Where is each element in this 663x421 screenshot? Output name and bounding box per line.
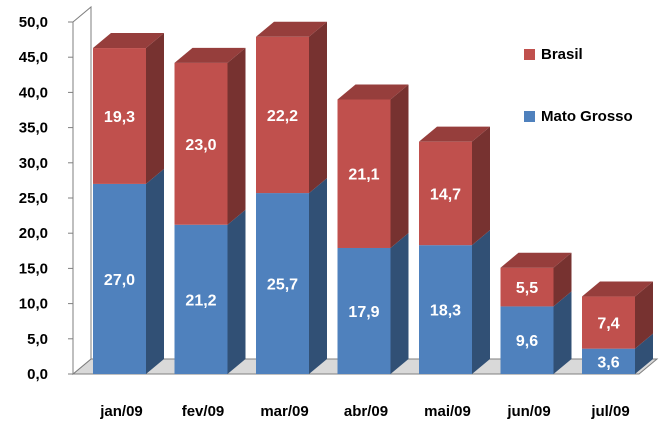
bar-segment-mato-grosso <box>337 232 409 374</box>
x-tick-label: jun/09 <box>506 403 550 420</box>
bar-top-face <box>582 281 653 297</box>
bar-front-face <box>500 267 554 307</box>
bar-top-face <box>93 33 164 49</box>
bar-segment-mato-grosso <box>582 333 653 374</box>
bar-segment-brasil <box>93 33 164 184</box>
data-label: 21,1 <box>348 167 379 184</box>
bar-top-face <box>419 126 490 142</box>
bar-side-face <box>472 126 490 246</box>
bar-front-face <box>419 141 472 246</box>
y-tick-label: 25,0 <box>19 190 48 207</box>
legend-label: Mato Grosso <box>541 108 633 125</box>
x-tick-label: mar/09 <box>260 403 308 420</box>
y-tick-label: 30,0 <box>19 155 48 172</box>
bar-top-face <box>174 47 246 63</box>
bar-side-face <box>390 232 409 374</box>
data-label: 23,0 <box>185 137 216 154</box>
bar-top-face <box>500 252 572 268</box>
legend-item: Brasil <box>524 46 583 63</box>
bar-side-face <box>635 333 653 374</box>
y-tick-label: 10,0 <box>19 296 48 313</box>
bar-side-face <box>553 291 572 374</box>
data-label: 27,0 <box>104 272 135 289</box>
data-label: 19,3 <box>104 109 135 126</box>
bar-side-face <box>309 21 327 194</box>
data-label: 9,6 <box>516 333 538 350</box>
y-tick-label: 5,0 <box>27 331 48 348</box>
x-axis: jan/09 fev/09 mar/09 abr/09 mai/09 jun/09 jul/… <box>73 373 639 420</box>
bar-side-face <box>635 281 653 349</box>
bar-front-face <box>174 62 228 225</box>
bar-segment-brasil <box>582 281 653 349</box>
x-tick-label: jan/09 <box>99 403 143 420</box>
legend-item: Mato Grosso <box>524 108 633 125</box>
x-tick-label: abr/09 <box>344 403 388 420</box>
bar-side-face <box>146 33 164 184</box>
bar-side-face <box>309 178 327 374</box>
y-tick-label: 45,0 <box>19 49 48 66</box>
bar-top-face <box>256 21 327 37</box>
bar-segment-brasil <box>419 126 490 246</box>
bar-side-face <box>227 47 246 225</box>
bar-front-face <box>500 306 554 374</box>
data-label: 22,2 <box>267 108 298 125</box>
y-tick-label: 0,0 <box>27 366 48 383</box>
bar-segment-mato-grosso <box>174 209 246 374</box>
bar-segment-mato-grosso <box>500 291 572 374</box>
bar-segment-brasil <box>256 21 327 194</box>
x-tick-label: mai/09 <box>424 403 471 420</box>
bar-side-face <box>472 230 490 374</box>
legend: Brasil Mato Grosso <box>524 46 633 125</box>
bar-segment-brasil <box>174 47 246 225</box>
bar-front-face <box>93 48 146 184</box>
y-tick-label: 15,0 <box>19 260 48 277</box>
bar-side-face <box>553 252 572 307</box>
bar-segment-mato-grosso <box>256 178 327 374</box>
bar-segment-brasil <box>337 84 409 248</box>
legend-swatch <box>524 111 535 122</box>
bars-layer <box>93 21 653 374</box>
bar-segment-brasil <box>500 252 572 307</box>
y-tick-label: 40,0 <box>19 84 48 101</box>
y-tick-label: 50,0 <box>19 14 48 31</box>
bar-side-face <box>146 168 164 374</box>
data-label: 18,3 <box>430 303 461 320</box>
data-labels-layer: 27,0 19,3 21,2 23,0 25,7 22,2 17,9 21,1 18,3 14,7… <box>104 108 620 371</box>
bar-top-face <box>337 84 409 100</box>
data-label: 21,2 <box>185 292 216 309</box>
data-label: 3,6 <box>597 354 619 371</box>
bar-front-face <box>337 247 391 374</box>
legend-swatch <box>524 49 535 60</box>
y-tick-label: 35,0 <box>19 120 48 137</box>
bar-front-face <box>337 99 391 248</box>
bar-front-face <box>582 348 635 374</box>
y-tick-label: 20,0 <box>19 225 48 242</box>
bar-segment-mato-grosso <box>93 168 164 374</box>
bar-front-face <box>256 36 309 194</box>
y-axis: 0,0 5,0 10,0 15,0 20,0 25,0 30,0 35,0 40,0 45,0 50… <box>19 14 74 383</box>
bar-front-face <box>419 245 472 374</box>
data-label: 7,4 <box>597 316 619 333</box>
data-label: 14,7 <box>430 186 461 203</box>
data-label: 25,7 <box>267 277 298 294</box>
x-tick-label: jul/09 <box>590 403 629 420</box>
bar-side-face <box>227 209 246 374</box>
data-label: 5,5 <box>516 280 538 297</box>
bar-front-face <box>256 193 309 374</box>
bar-front-face <box>582 296 635 349</box>
data-label: 17,9 <box>348 304 379 321</box>
bar-front-face <box>174 224 228 374</box>
bar-side-face <box>390 84 409 248</box>
legend-label: Brasil <box>541 46 583 63</box>
chart-side-wall <box>72 5 92 376</box>
x-tick-label: fev/09 <box>182 403 225 420</box>
bar-front-face <box>93 183 146 374</box>
bar-segment-mato-grosso <box>419 230 490 374</box>
